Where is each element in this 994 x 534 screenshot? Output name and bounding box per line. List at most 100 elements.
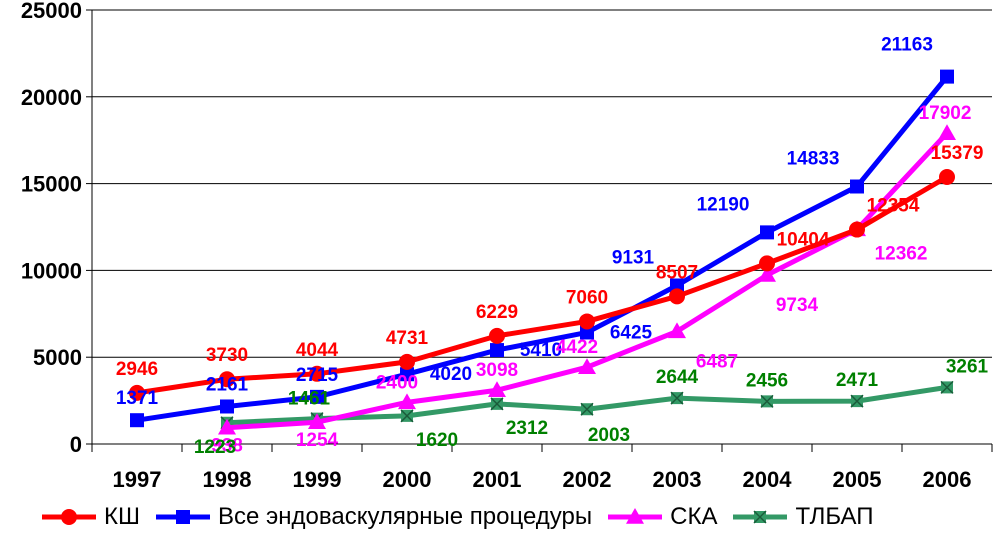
x-tick-label: 2005 xyxy=(833,467,882,492)
data-label-all-endovascular: 2715 xyxy=(296,365,339,386)
data-label-all-endovascular: 4020 xyxy=(430,364,472,385)
data-point-tlbap xyxy=(760,394,774,408)
data-point-all-endovascular xyxy=(670,278,684,293)
y-tick-label: 5000 xyxy=(33,345,82,370)
data-point-all-endovascular xyxy=(400,367,414,382)
marker-cross xyxy=(850,394,864,408)
data-point-all-endovascular xyxy=(580,325,594,340)
data-point-ska xyxy=(308,413,326,429)
legend-item-tlbap: ТЛБАП xyxy=(731,503,874,531)
x-tick-label: 2006 xyxy=(923,467,972,492)
chart-canvas: 0 5000 10000 15000 20000 25000 1997 1998 1999 200… xyxy=(21,0,993,492)
y-tick-label: 20000 xyxy=(21,85,82,110)
y-tick-label: 15000 xyxy=(21,172,82,197)
data-label-ska: 938 xyxy=(211,436,243,457)
data-label-ksh: 10404 xyxy=(777,229,830,250)
data-label-ksh: 12354 xyxy=(867,196,920,217)
data-label-ska: 2400 xyxy=(376,372,418,393)
y-tick-label: 10000 xyxy=(21,258,82,283)
data-label-ksh: 4731 xyxy=(386,328,429,349)
y-tick-label: 0 xyxy=(70,432,82,457)
data-point-ksh xyxy=(939,169,955,186)
data-point-ska xyxy=(578,358,596,374)
marker-cross xyxy=(670,391,684,405)
data-label-ksh: 4044 xyxy=(296,340,339,361)
legend-label-ksh: КШ xyxy=(104,503,140,530)
legend-swatch-ska xyxy=(608,508,663,524)
legend-swatch-ksh xyxy=(42,509,96,525)
marker-cross xyxy=(580,402,594,416)
marker-cross xyxy=(753,510,767,524)
data-label-tlbap: 2003 xyxy=(588,425,630,446)
legend-marker xyxy=(626,508,645,524)
data-label-ska: 9734 xyxy=(776,295,819,316)
data-point-all-endovascular xyxy=(490,343,504,358)
data-label-all-endovascular: 2161 xyxy=(206,374,249,395)
data-label-tlbap: 1461 xyxy=(288,389,331,410)
marker-cross xyxy=(490,397,504,411)
data-point-ksh xyxy=(399,353,415,370)
data-point-tlbap xyxy=(490,397,504,411)
data-label-ksh: 7060 xyxy=(566,287,608,308)
data-point-ksh xyxy=(309,365,325,382)
x-tick-label: 2003 xyxy=(653,467,702,492)
x-tick-label: 1999 xyxy=(293,467,342,492)
data-point-all-endovascular xyxy=(310,389,324,404)
data-point-ksh xyxy=(849,221,865,238)
data-label-all-endovascular: 1371 xyxy=(116,388,159,409)
data-label-ksh: 6229 xyxy=(476,302,518,323)
data-label-ska: 17902 xyxy=(919,103,972,124)
data-point-tlbap xyxy=(670,391,684,405)
x-tick-label: 2000 xyxy=(383,467,432,492)
data-point-tlbap xyxy=(850,394,864,408)
data-label-all-endovascular: 21163 xyxy=(881,35,933,56)
legend-label-tlbap: ТЛБАП xyxy=(795,503,874,530)
data-point-ska xyxy=(398,393,416,410)
data-point-ksh xyxy=(129,384,145,401)
x-tick-label: 1998 xyxy=(203,467,252,492)
data-point-tlbap xyxy=(940,380,954,394)
data-point-ska xyxy=(758,266,776,282)
data-label-ska: 12362 xyxy=(875,243,928,264)
data-point-ska xyxy=(668,322,686,339)
legend-item-all-endovascular: Все эндоваскулярные процедуры xyxy=(154,503,592,531)
data-label-all-endovascular: 14833 xyxy=(787,148,840,169)
data-label-ksh: 8507 xyxy=(656,262,698,283)
data-label-tlbap: 2456 xyxy=(746,370,788,391)
data-label-ksh: 3730 xyxy=(206,345,248,366)
data-label-tlbap: 1620 xyxy=(416,430,458,451)
x-tick-label: 2004 xyxy=(743,467,793,492)
data-point-ksh xyxy=(669,288,685,305)
data-label-tlbap: 2644 xyxy=(656,367,699,388)
data-point-ksh xyxy=(579,313,595,330)
legend-label-all-endovascular: Все эндоваскулярные процедуры xyxy=(217,503,593,530)
data-point-all-endovascular xyxy=(850,179,864,194)
data-point-ksh xyxy=(489,327,505,344)
data-label-tlbap: 2312 xyxy=(506,418,548,439)
legend-label-ska: СКА xyxy=(670,503,718,530)
data-point-tlbap xyxy=(580,402,594,416)
data-label-ska: 6487 xyxy=(696,351,738,372)
marker-cross xyxy=(760,394,774,408)
x-tick-label: 2002 xyxy=(563,467,612,492)
data-label-all-endovascular: 12190 xyxy=(697,194,750,215)
data-point-all-endovascular xyxy=(760,225,774,240)
series-line-all-endovascular xyxy=(136,75,949,423)
data-label-ska: 1254 xyxy=(296,430,339,451)
legend-swatch-all-endovascular xyxy=(155,510,210,524)
data-point-all-endovascular xyxy=(130,413,144,428)
x-tick-label: 2001 xyxy=(473,467,522,492)
legend-item-ska: СКА xyxy=(606,503,717,531)
y-tick-label: 25000 xyxy=(21,0,82,23)
data-label-tlbap: 3261 xyxy=(946,356,989,377)
legend-marker xyxy=(753,510,767,524)
data-label-ksh: 15379 xyxy=(931,143,984,164)
data-point-ska xyxy=(488,381,506,397)
data-point-ska xyxy=(938,124,956,140)
legend: КШ Все эндоваскулярные процедуры СКА ТЛБ… xyxy=(40,500,888,534)
data-point-tlbap xyxy=(400,409,414,423)
legend-marker xyxy=(61,509,77,525)
data-point-all-endovascular xyxy=(220,399,234,414)
data-point-ska xyxy=(218,418,236,435)
